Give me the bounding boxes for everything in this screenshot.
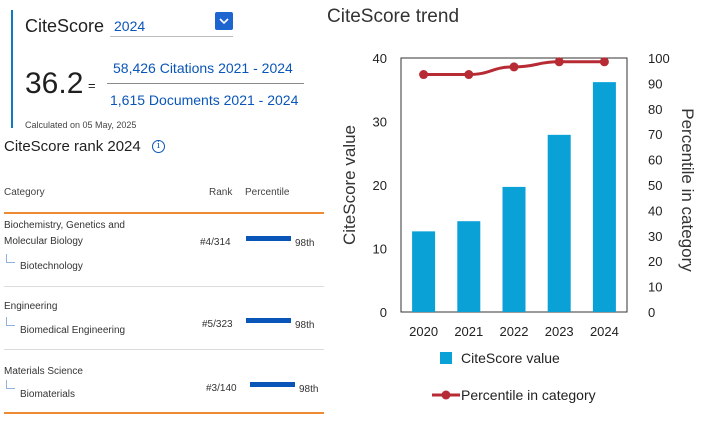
y2-tick-label: 100 <box>648 51 670 66</box>
row-category: Materials Science <box>4 366 83 377</box>
row-category: Engineering <box>4 301 58 312</box>
y2-tick-label: 80 <box>648 102 662 117</box>
year-select-value: 2024 <box>114 18 146 34</box>
tree-elbow-icon <box>6 254 15 263</box>
y2-tick-label: 50 <box>648 178 662 193</box>
y-tick-label: 0 <box>380 305 387 320</box>
x-tick-label: 2024 <box>590 324 619 339</box>
y2-tick-label: 70 <box>648 127 662 142</box>
y2-tick-label: 60 <box>648 153 662 168</box>
citations-link[interactable]: 58,426 Citations 2021 - 2024 <box>113 60 293 76</box>
chevron-down-icon[interactable] <box>215 12 233 30</box>
citescore-trend-chart: 0 10 20 30 40 0 10 20 30 40 50 60 70 80 90 100 2020 2021 2… <box>340 51 697 403</box>
bar <box>457 221 481 312</box>
x-tick-label: 2020 <box>409 324 438 339</box>
y2-tick-label: 10 <box>648 280 662 295</box>
citescore-title: CiteScore <box>25 16 105 36</box>
row-divider <box>4 349 324 350</box>
bar <box>547 134 571 312</box>
row-subcategory[interactable]: Biomaterials <box>20 389 76 400</box>
info-icon[interactable]: i <box>152 140 165 153</box>
year-select[interactable]: 2024 <box>110 12 233 37</box>
row-rank: #3/140 <box>206 383 237 394</box>
percentile-point <box>464 70 474 80</box>
citescore-value: 36.2 <box>25 67 84 100</box>
documents-link[interactable]: 1,615 Documents 2021 - 2024 <box>110 92 299 108</box>
y-tick-label: 10 <box>373 242 387 257</box>
y2-tick-label: 40 <box>648 203 662 218</box>
legend-label-line: Percentile in category <box>461 387 596 403</box>
bar <box>502 186 526 312</box>
bar <box>412 231 436 312</box>
row-subcategory[interactable]: Biomedical Engineering <box>20 325 126 336</box>
row-rank: #5/323 <box>202 319 233 330</box>
y2-tick-label: 20 <box>648 254 662 269</box>
chart-title: CiteScore trend <box>327 6 460 27</box>
fraction-bar <box>107 83 304 84</box>
legend-swatch-point <box>441 390 451 400</box>
row-percentile: 98th <box>299 384 319 395</box>
percentile-bar <box>250 382 295 387</box>
row-percentile: 98th <box>295 238 315 249</box>
y2-axis-label: Percentile in category <box>678 108 697 272</box>
rank-title: CiteScore rank 2024 <box>4 138 141 155</box>
legend-swatch-bar <box>440 352 452 364</box>
x-tick-label: 2022 <box>500 324 529 339</box>
row-percentile: 98th <box>295 320 315 331</box>
equals-sign: = <box>88 78 96 93</box>
percentile-bar <box>246 236 291 241</box>
y2-tick-label: 30 <box>648 229 662 244</box>
header-divider <box>4 212 324 214</box>
row-rank: #4/314 <box>200 237 231 248</box>
header-percentile: Percentile <box>245 187 290 198</box>
y2-tick-label: 90 <box>648 76 662 91</box>
y-tick-label: 30 <box>373 115 387 130</box>
x-tick-label: 2023 <box>545 324 574 339</box>
legend-label-bar: CiteScore value <box>461 350 560 366</box>
tree-elbow-icon <box>6 317 15 326</box>
y-axis-label: CiteScore value <box>340 125 359 245</box>
row-subcategory[interactable]: Biotechnology <box>20 261 83 272</box>
row-category: Biochemistry, Genetics and Molecular Bio… <box>4 220 125 247</box>
percentile-point <box>419 70 429 80</box>
y-tick-label: 20 <box>373 178 387 193</box>
tree-elbow-icon <box>6 380 15 389</box>
y2-tick-label: 0 <box>648 305 655 320</box>
percentile-point <box>554 57 564 67</box>
percentile-bar <box>246 318 291 323</box>
citescore-accent-bar <box>11 10 13 128</box>
row-divider <box>4 286 324 287</box>
bar <box>592 82 616 312</box>
header-category: Category <box>4 187 45 198</box>
percentile-point <box>599 57 609 67</box>
y-tick-label: 40 <box>373 51 387 66</box>
header-rank: Rank <box>209 187 233 198</box>
calculated-date: Calculated on 05 May, 2025 <box>25 120 137 130</box>
percentile-point <box>509 62 519 72</box>
x-tick-label: 2021 <box>454 324 483 339</box>
table-bottom-divider <box>4 412 324 414</box>
